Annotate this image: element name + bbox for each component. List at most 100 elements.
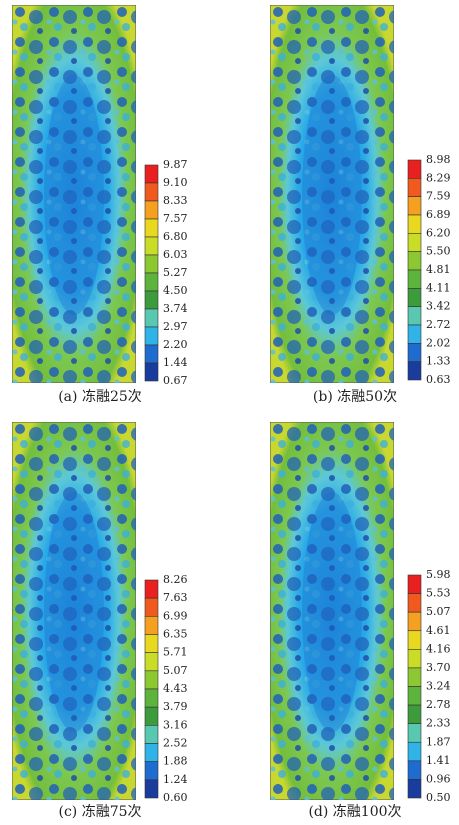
colorbar-segment bbox=[144, 761, 159, 781]
colorbar-segment bbox=[407, 723, 422, 743]
colorbar-segment bbox=[407, 704, 422, 724]
colorbar-label: 8.33 bbox=[163, 194, 188, 207]
colorbar-label: 0.50 bbox=[426, 791, 451, 804]
colorbar-segment bbox=[407, 251, 422, 271]
colorbar-label: 2.72 bbox=[426, 318, 451, 331]
colorbar-label: 3.24 bbox=[426, 680, 451, 693]
colorbar-label: 8.98 bbox=[426, 153, 451, 166]
colorbar-label: 6.35 bbox=[163, 628, 188, 641]
colorbar-segment bbox=[144, 272, 159, 292]
colorbar-label: 2.33 bbox=[426, 717, 451, 730]
caption: (a) 冻融25次 bbox=[58, 388, 142, 405]
caption: (d) 冻融100次 bbox=[308, 803, 401, 820]
colorbar-segment bbox=[407, 288, 422, 307]
colorbar-label: 4.43 bbox=[163, 682, 188, 695]
colorbar-label: 5.27 bbox=[163, 266, 188, 279]
colorbar-label: 6.80 bbox=[163, 230, 188, 243]
colorbar-segment bbox=[144, 706, 159, 726]
caption: (b) 冻融50次 bbox=[313, 388, 397, 405]
colorbar-label: 0.96 bbox=[426, 772, 451, 785]
colorbar-label: 8.29 bbox=[426, 171, 451, 184]
colorbar-segment bbox=[144, 616, 159, 635]
colorbar-segment bbox=[144, 579, 159, 599]
colorbar-segment bbox=[144, 308, 159, 328]
colorbar-label: 2.97 bbox=[163, 320, 188, 333]
colorbar-label: 3.16 bbox=[163, 718, 188, 731]
colorbar-segment bbox=[144, 164, 159, 184]
colorbar-segment bbox=[144, 743, 159, 762]
colorbar-segment bbox=[407, 343, 422, 362]
colorbar-segment bbox=[144, 326, 159, 346]
colorbar-label: 9.10 bbox=[163, 176, 188, 189]
colorbar-label: 3.74 bbox=[163, 302, 188, 315]
colorbar-label: 1.87 bbox=[426, 735, 451, 748]
colorbar-segment bbox=[144, 634, 159, 653]
colorbar-segment bbox=[407, 686, 422, 706]
colorbar-label: 6.03 bbox=[163, 248, 188, 261]
colorbar-label: 4.16 bbox=[426, 642, 451, 655]
colorbar-label: 4.61 bbox=[426, 624, 451, 637]
colorbar-segment bbox=[407, 214, 422, 234]
colorbar-label: 5.71 bbox=[163, 646, 188, 659]
colorbar-label: 1.41 bbox=[426, 754, 451, 767]
colorbar-segment bbox=[407, 593, 422, 613]
colorbar-label: 6.89 bbox=[426, 208, 451, 221]
contour-plot bbox=[12, 422, 136, 800]
colorbar-segment bbox=[407, 630, 422, 650]
colorbar-segment bbox=[144, 182, 159, 202]
colorbar-label: 7.57 bbox=[163, 212, 188, 225]
colorbar-segment bbox=[407, 611, 422, 632]
colorbar-segment bbox=[144, 236, 159, 256]
colorbar-segment bbox=[144, 725, 159, 744]
colorbar-label: 4.11 bbox=[426, 281, 451, 294]
colorbar-segment bbox=[144, 652, 159, 672]
colorbar-segment bbox=[407, 324, 422, 344]
colorbar-segment bbox=[144, 670, 159, 690]
colorbar-label: 3.79 bbox=[163, 700, 188, 713]
colorbar-label: 1.33 bbox=[426, 355, 451, 368]
colorbar-segment bbox=[144, 218, 159, 238]
colorbar-label: 2.52 bbox=[163, 737, 188, 750]
colorbar-label: 2.02 bbox=[426, 336, 451, 349]
colorbar-segment bbox=[144, 290, 159, 310]
colorbar-segment bbox=[407, 196, 422, 216]
colorbar-segment bbox=[407, 649, 422, 669]
colorbar-segment bbox=[407, 306, 422, 326]
colorbar-segment bbox=[407, 574, 422, 594]
colorbar-segment bbox=[407, 361, 422, 381]
colorbar-segment bbox=[407, 233, 422, 252]
contour-plot bbox=[12, 5, 136, 383]
colorbar-segment bbox=[144, 254, 159, 274]
colorbar-label: 8.26 bbox=[163, 573, 188, 586]
colorbar-label: 4.50 bbox=[163, 284, 188, 297]
colorbar-label: 3.42 bbox=[426, 300, 451, 313]
colorbar-label: 7.59 bbox=[426, 190, 451, 203]
colorbar-label: 4.81 bbox=[426, 263, 451, 276]
colorbar-label: 6.99 bbox=[163, 609, 188, 622]
colorbar-label: 6.20 bbox=[426, 226, 451, 239]
colorbar-segment bbox=[407, 741, 422, 762]
colorbar-segment bbox=[144, 200, 159, 220]
colorbar-label: 2.20 bbox=[163, 338, 188, 351]
colorbar-label: 2.78 bbox=[426, 698, 451, 711]
colorbar-label: 5.50 bbox=[426, 245, 451, 258]
colorbar-segment bbox=[144, 362, 159, 382]
caption: (c) 冻融75次 bbox=[58, 803, 141, 820]
colorbar-label: 1.24 bbox=[163, 773, 188, 786]
colorbar-segment bbox=[407, 159, 422, 179]
colorbar-segment bbox=[407, 269, 422, 289]
colorbar-label: 0.63 bbox=[426, 373, 451, 386]
colorbar-segment bbox=[407, 779, 422, 799]
colorbar-label: 5.53 bbox=[426, 587, 451, 600]
colorbar-segment bbox=[407, 667, 422, 687]
colorbar-segment bbox=[144, 344, 159, 364]
colorbar-segment bbox=[144, 688, 159, 708]
colorbar-label: 9.87 bbox=[163, 158, 188, 171]
colorbar-segment bbox=[407, 178, 422, 197]
colorbar-label: 0.60 bbox=[163, 791, 188, 804]
colorbar-segment bbox=[407, 760, 422, 780]
colorbar-segment bbox=[144, 779, 159, 799]
colorbar-label: 5.98 bbox=[426, 568, 451, 581]
contour-plot bbox=[270, 422, 394, 800]
